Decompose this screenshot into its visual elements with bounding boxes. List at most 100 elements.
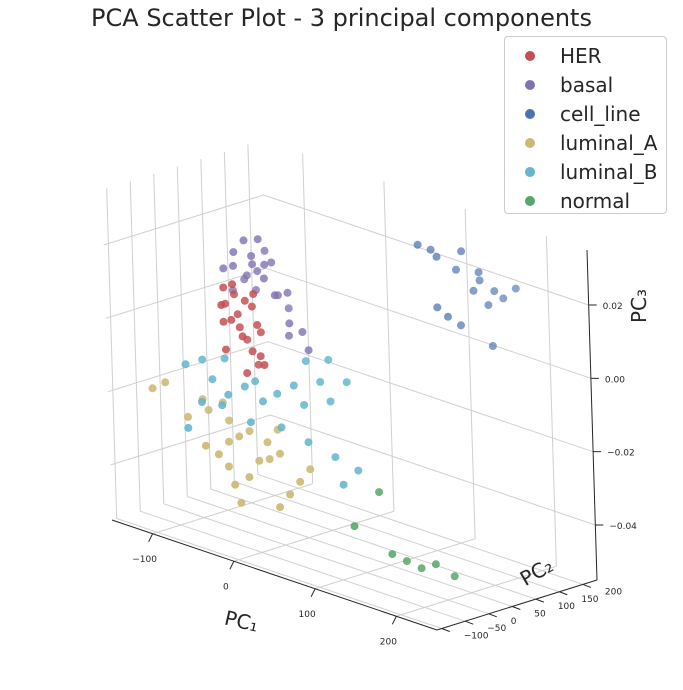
data-point-basal bbox=[253, 235, 262, 244]
legend-item-cell-line: cell_line bbox=[505, 99, 666, 128]
data-point-basal bbox=[229, 261, 237, 270]
grid-line bbox=[105, 267, 267, 319]
legend-label: luminal_B bbox=[560, 160, 658, 184]
grid-line bbox=[267, 341, 594, 453]
grid-line bbox=[110, 414, 271, 466]
data-point-luminal-a bbox=[161, 378, 170, 387]
legend-item-her: HER bbox=[505, 41, 666, 70]
z-axis-label: PC₃ bbox=[627, 289, 651, 323]
data-point-normal bbox=[417, 564, 426, 573]
x-tick bbox=[229, 561, 235, 570]
data-point-luminal-b bbox=[220, 354, 229, 363]
data-point-her bbox=[248, 347, 257, 356]
y-tick bbox=[535, 598, 544, 603]
data-point-normal bbox=[350, 522, 359, 531]
data-point-luminal-b bbox=[289, 381, 298, 390]
data-point-luminal-b bbox=[224, 390, 233, 399]
data-point-luminal-a bbox=[265, 455, 274, 464]
data-point-basal bbox=[247, 252, 256, 260]
y-tick-label: 100 bbox=[558, 602, 575, 612]
legend-label: cell_line bbox=[560, 102, 641, 126]
data-point-basal bbox=[304, 346, 313, 355]
data-point-luminal-b bbox=[218, 401, 227, 410]
data-point-basal bbox=[260, 260, 269, 269]
data-point-luminal-a bbox=[231, 480, 240, 489]
legend-label: basal bbox=[560, 73, 614, 97]
x-tick-label: 100 bbox=[299, 610, 316, 620]
grid-line bbox=[106, 188, 118, 519]
data-point-her bbox=[230, 290, 238, 299]
data-point-basal bbox=[285, 319, 294, 328]
y-tick-label: −50 bbox=[487, 624, 506, 634]
gridlines bbox=[103, 144, 596, 630]
y-tick-label: −100 bbox=[464, 632, 489, 642]
data-point-luminal-b bbox=[181, 360, 190, 369]
legend-item-luminal-b: luminal_B bbox=[505, 157, 666, 186]
data-point-basal bbox=[229, 248, 238, 257]
y-axis-label: PC₂ bbox=[516, 553, 557, 591]
y-tick bbox=[488, 613, 497, 618]
legend-marker bbox=[525, 196, 535, 206]
data-point-luminal-b bbox=[300, 401, 309, 409]
data-point-luminal-a bbox=[286, 490, 295, 499]
data-point-basal bbox=[219, 264, 228, 273]
data-point-cell-line bbox=[452, 265, 460, 274]
data-point-luminal-a bbox=[148, 384, 157, 393]
data-point-normal bbox=[375, 488, 384, 497]
y-tick-label: 150 bbox=[581, 595, 598, 605]
legend-marker bbox=[525, 109, 535, 119]
grid-line bbox=[153, 173, 165, 504]
data-point-luminal-a bbox=[296, 477, 305, 486]
data-point-luminal-b bbox=[301, 357, 310, 366]
data-point-luminal-a bbox=[225, 437, 233, 446]
z-tick-label: 0.02 bbox=[603, 302, 623, 312]
data-point-basal bbox=[267, 258, 276, 267]
grid-line bbox=[545, 236, 557, 567]
data-point-her bbox=[254, 360, 263, 369]
data-point-her bbox=[219, 283, 228, 292]
data-point-basal bbox=[283, 288, 292, 297]
grid-line bbox=[210, 488, 536, 600]
data-point-cell-line bbox=[488, 342, 497, 350]
x-tick-label: −100 bbox=[132, 555, 157, 565]
grid-line bbox=[270, 414, 596, 526]
grid-line bbox=[116, 518, 442, 630]
data-point-luminal-b bbox=[198, 355, 207, 364]
z-axis-line bbox=[586, 249, 598, 581]
data-point-her bbox=[219, 317, 228, 326]
data-point-her bbox=[217, 301, 226, 309]
data-points bbox=[148, 235, 520, 581]
grid-line bbox=[257, 473, 584, 585]
legend-label: luminal_A bbox=[560, 131, 658, 155]
data-point-her bbox=[260, 361, 269, 369]
grid-line bbox=[233, 510, 395, 562]
data-point-luminal-b bbox=[184, 423, 193, 432]
z-tick-label: −0.02 bbox=[607, 449, 635, 459]
grid-line bbox=[396, 565, 557, 617]
z-tick-label: 0.00 bbox=[605, 375, 625, 385]
data-point-cell-line bbox=[499, 294, 508, 303]
data-point-luminal-a bbox=[306, 465, 315, 474]
data-point-basal bbox=[239, 236, 248, 245]
data-point-cell-line bbox=[474, 268, 483, 277]
data-point-cell-line bbox=[444, 312, 452, 321]
grid-line bbox=[176, 166, 188, 497]
data-point-basal bbox=[270, 291, 279, 300]
data-point-normal bbox=[388, 550, 397, 559]
data-point-basal bbox=[259, 274, 268, 283]
data-point-basal bbox=[242, 271, 251, 280]
data-point-luminal-b bbox=[198, 398, 206, 406]
grid-line bbox=[464, 208, 476, 539]
data-point-her bbox=[227, 315, 236, 324]
data-point-luminal-a bbox=[276, 503, 285, 512]
data-point-her bbox=[233, 310, 242, 319]
data-point-luminal-b bbox=[208, 375, 217, 384]
data-point-cell-line bbox=[426, 245, 435, 254]
data-point-luminal-b bbox=[240, 382, 249, 391]
data-point-cell-line bbox=[457, 321, 465, 330]
data-point-cell-line bbox=[484, 301, 493, 310]
data-point-luminal-a bbox=[184, 412, 192, 421]
data-point-luminal-b bbox=[331, 453, 340, 462]
